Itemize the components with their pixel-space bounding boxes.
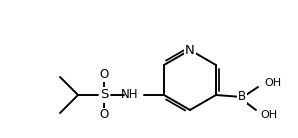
Text: OH: OH (264, 78, 281, 88)
Text: OH: OH (260, 110, 277, 120)
Text: N: N (185, 43, 195, 56)
Text: O: O (100, 68, 109, 82)
Text: NH: NH (120, 88, 138, 102)
Text: O: O (100, 108, 109, 121)
Text: B: B (238, 91, 246, 104)
Text: S: S (100, 88, 108, 102)
